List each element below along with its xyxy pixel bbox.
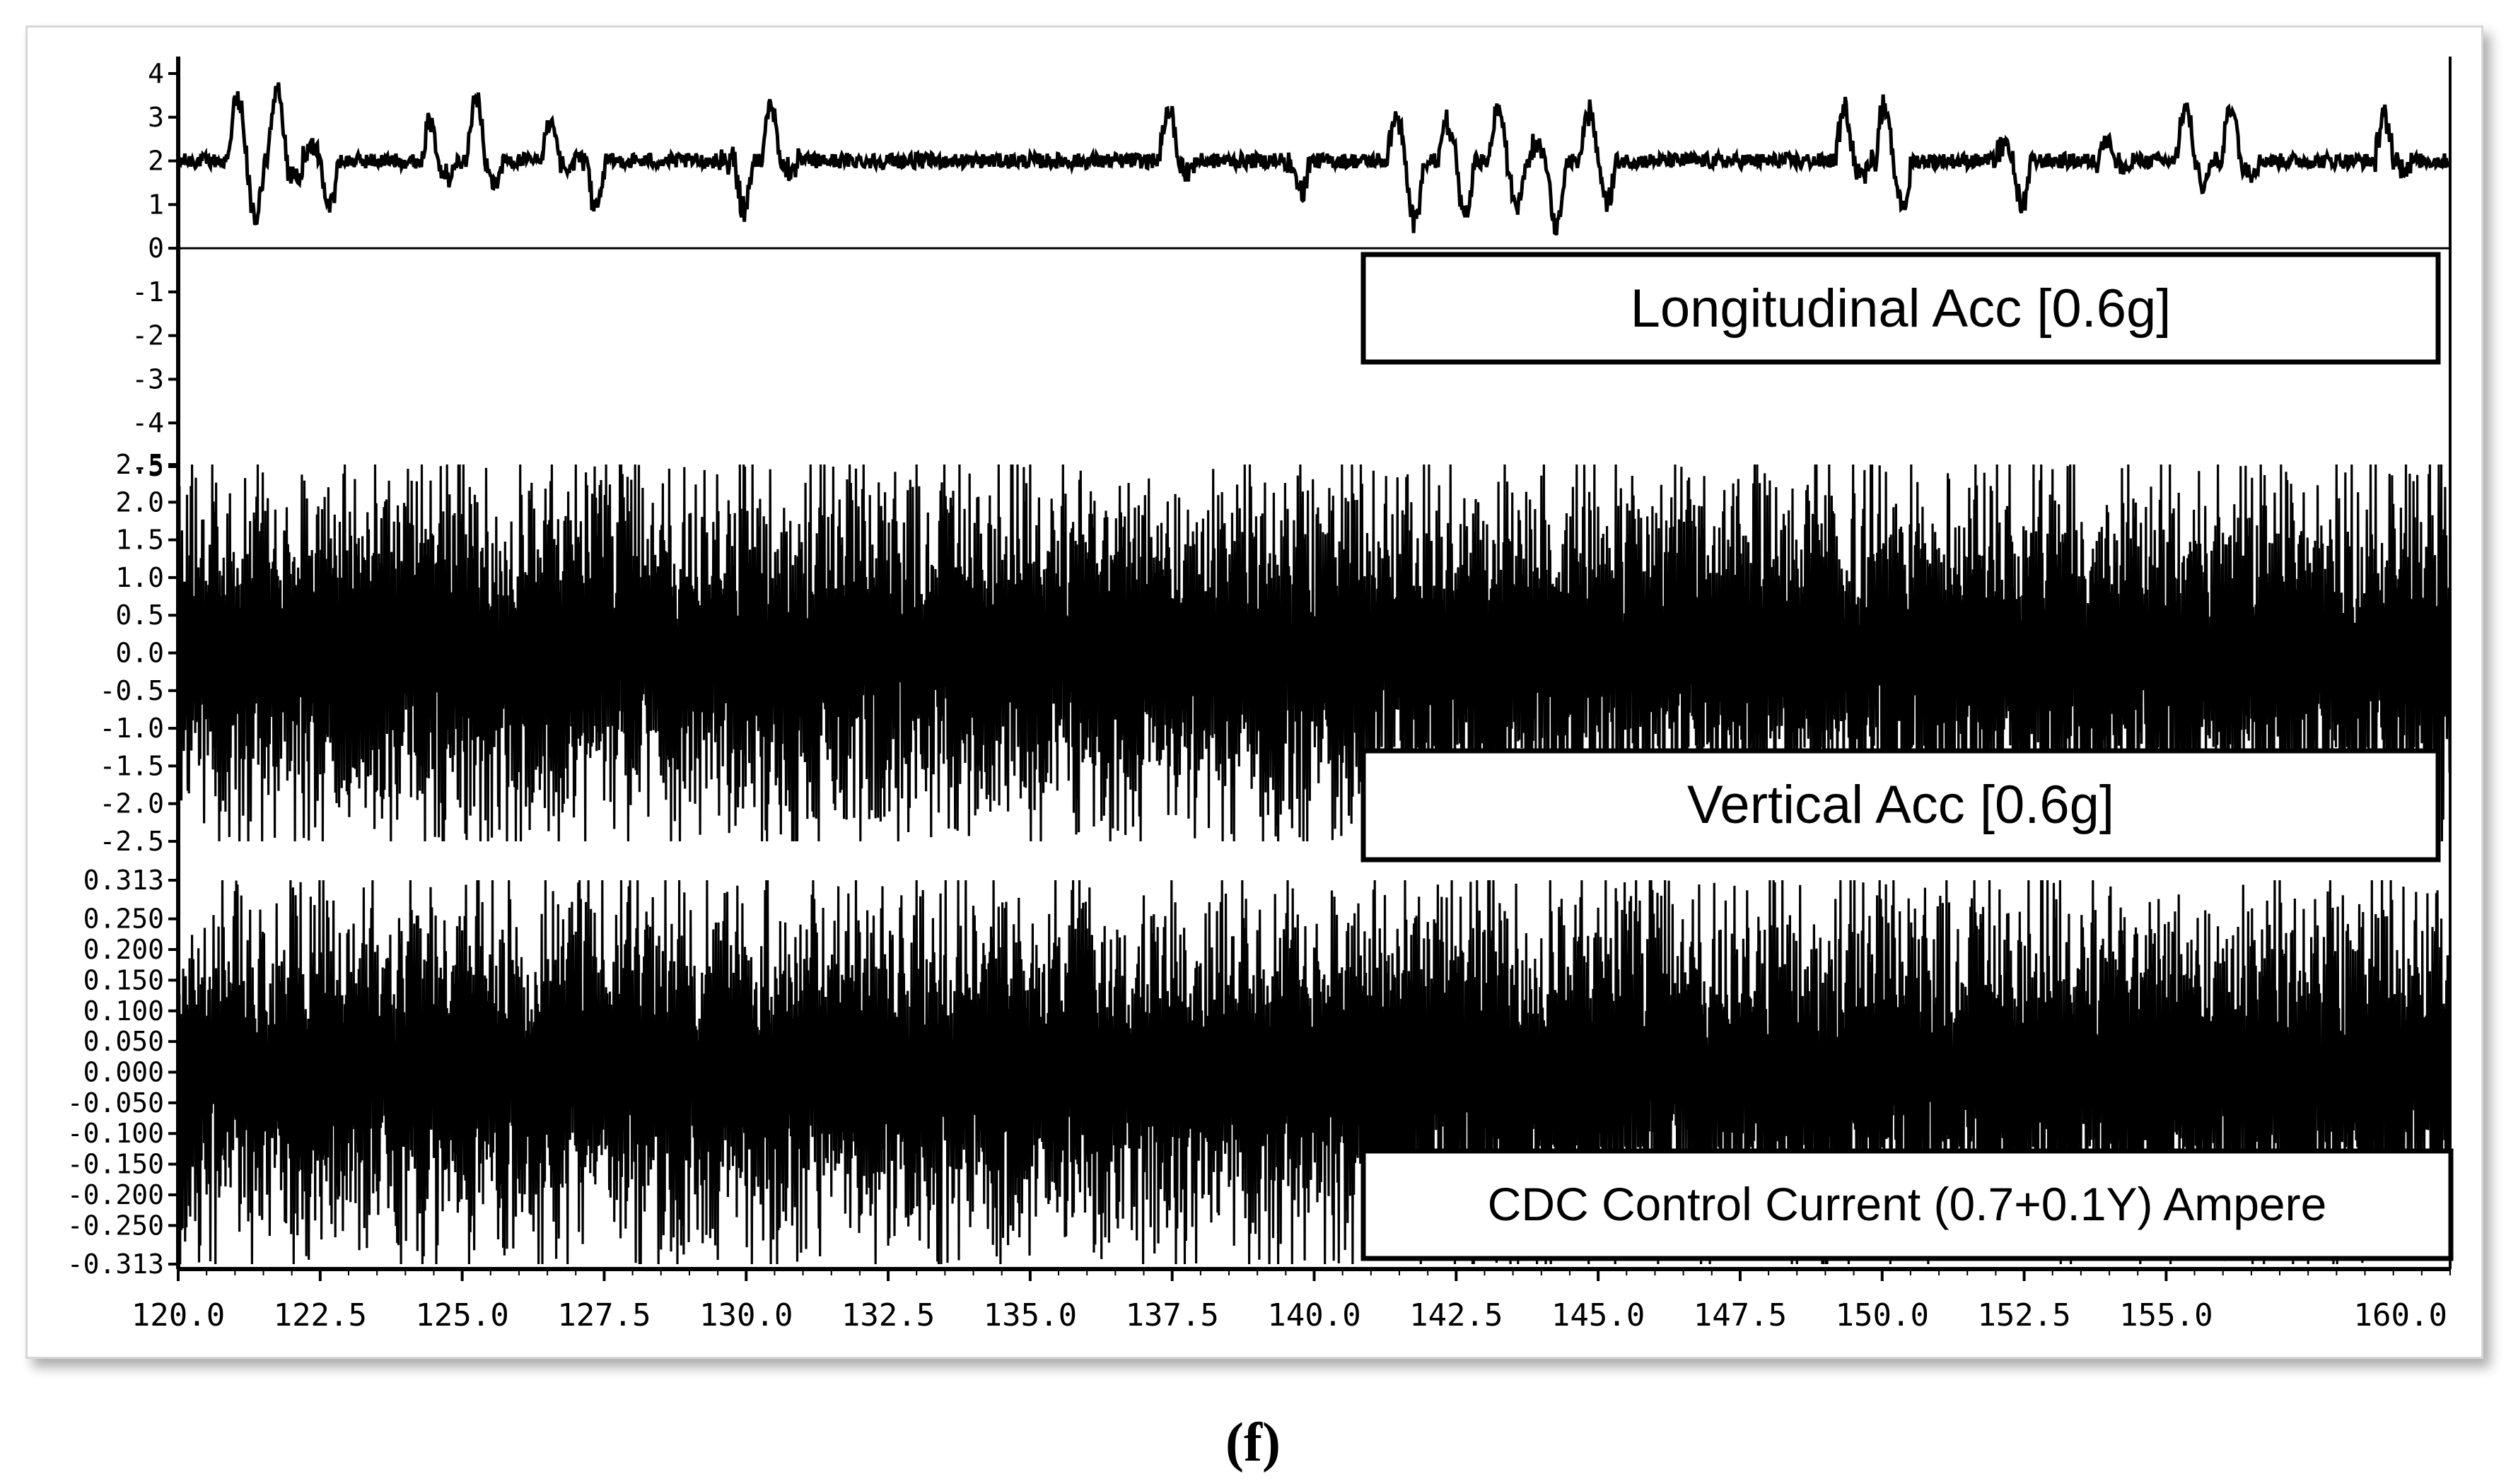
y-tick-label: -0.5	[99, 675, 164, 706]
y-tick-label: -5	[132, 451, 164, 482]
y-tick-label: 0	[148, 233, 164, 264]
y-tick-label: 1.5	[115, 525, 164, 556]
y-tick-label: 0.0	[115, 638, 164, 669]
x-tick-label: 132.5	[841, 1297, 935, 1333]
panel-label-vertical: Vertical Acc [0.6g]	[1360, 748, 2441, 863]
panel-label-cdc-current-text: CDC Control Current (0.7+0.1Y) Ampere	[1488, 1178, 2327, 1230]
x-tick-label: 130.0	[699, 1297, 793, 1333]
x-tick-label: 135.0	[984, 1297, 1077, 1333]
y-tick-label: 0.000	[83, 1057, 164, 1088]
y-tick-label: -0.100	[67, 1118, 164, 1149]
panel-label-cdc-current: CDC Control Current (0.7+0.1Y) Ampere	[1360, 1148, 2454, 1261]
x-tick-label: 137.5	[1125, 1297, 1218, 1333]
panel-label-longitudinal-text: Longitudinal Acc [0.6g]	[1631, 279, 2172, 339]
y-tick-label: 2.5	[115, 449, 164, 480]
y-tick-label: 2	[148, 146, 164, 177]
x-tick-label: 150.0	[1836, 1297, 1929, 1333]
y-tick-label: -0.200	[67, 1179, 164, 1210]
panel-label-vertical-text: Vertical Acc [0.6g]	[1687, 775, 2114, 835]
x-tick-label: 152.5	[1977, 1297, 2070, 1333]
y-tick-label: 0.250	[83, 904, 164, 935]
y-tick-label: -0.050	[67, 1087, 164, 1118]
x-tick-label: 127.5	[557, 1297, 651, 1333]
cdc-current-trace	[177, 880, 2452, 1265]
y-tick-label: -4	[132, 407, 164, 438]
y-tick-label: 1	[148, 189, 164, 220]
y-tick-label: 2.0	[115, 486, 164, 518]
x-tick-label: 145.0	[1551, 1297, 1645, 1333]
y-tick-label: 0.100	[83, 995, 164, 1027]
longitudinal-acc-trace	[176, 82, 2452, 236]
y-tick-label: 0.200	[83, 934, 164, 965]
y-tick-label: 0.150	[83, 964, 164, 995]
x-tick-label: 142.5	[1409, 1297, 1503, 1333]
y-tick-label: 0.050	[83, 1026, 164, 1057]
figure-caption: (f)	[1225, 1411, 1281, 1473]
y-tick-label: 4	[148, 58, 164, 89]
x-tick-label: 147.5	[1694, 1297, 1787, 1333]
y-tick-label: -2.5	[99, 826, 164, 857]
y-tick-label: -0.313	[67, 1249, 164, 1280]
x-tick-label: 122.5	[274, 1297, 367, 1333]
y-tick-label: -1	[132, 276, 164, 308]
x-end-label: 160.0	[2354, 1297, 2447, 1333]
x-tick-label: 155.0	[2119, 1297, 2213, 1333]
panel-label-longitudinal: Longitudinal Acc [0.6g]	[1360, 252, 2441, 365]
y-tick-label: 0.5	[115, 600, 164, 631]
y-tick-label: -3	[132, 363, 164, 395]
y-tick-label: -2.0	[99, 788, 164, 819]
y-tick-label: -1.5	[99, 750, 164, 781]
y-tick-label: 1.0	[115, 562, 164, 593]
y-tick-label: -2	[132, 320, 164, 351]
y-tick-label: 3	[148, 102, 164, 133]
y-tick-label: -0.250	[67, 1210, 164, 1241]
y-tick-label: -1.0	[99, 713, 164, 744]
x-tick-label: 120.0	[132, 1297, 225, 1333]
x-tick-label: 140.0	[1267, 1297, 1360, 1333]
y-tick-label: 0.313	[83, 865, 164, 896]
vertical-acc-trace	[177, 464, 2452, 842]
y-tick-label: -0.150	[67, 1149, 164, 1180]
x-tick-label: 125.0	[415, 1297, 508, 1333]
